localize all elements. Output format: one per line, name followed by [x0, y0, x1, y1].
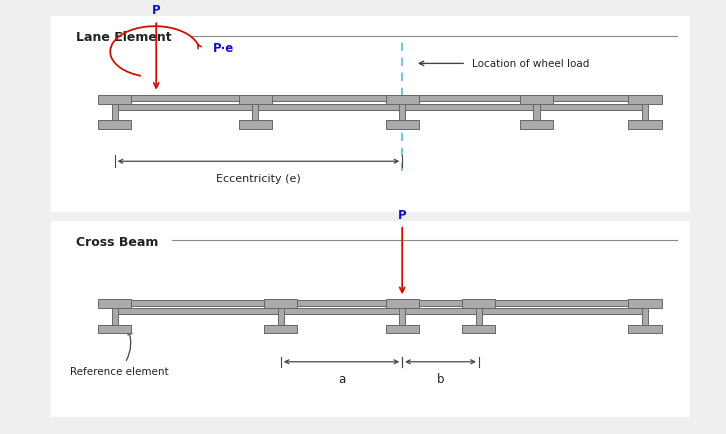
Bar: [386, 299, 419, 308]
Text: Cross Beam: Cross Beam: [76, 235, 159, 248]
Bar: [386, 95, 419, 104]
Bar: [386, 121, 419, 130]
FancyBboxPatch shape: [44, 219, 696, 418]
Bar: [629, 299, 661, 308]
Bar: [277, 308, 284, 325]
Text: P: P: [398, 208, 407, 221]
Bar: [462, 325, 495, 334]
Bar: [462, 299, 495, 308]
Text: Location of wheel load: Location of wheel load: [473, 59, 590, 69]
Bar: [533, 104, 539, 121]
Bar: [642, 104, 648, 121]
Bar: [115, 309, 645, 315]
Bar: [112, 308, 118, 325]
Bar: [98, 325, 131, 334]
Text: P: P: [152, 4, 160, 17]
Bar: [629, 95, 661, 104]
Text: Eccentricity (e): Eccentricity (e): [216, 174, 301, 184]
Bar: [629, 121, 661, 130]
Text: b: b: [437, 372, 444, 385]
Bar: [386, 325, 419, 334]
Bar: [252, 104, 258, 121]
Bar: [239, 121, 272, 130]
Bar: [520, 95, 553, 104]
Text: P·e: P·e: [213, 42, 234, 55]
Text: a: a: [338, 372, 345, 385]
Bar: [399, 104, 405, 121]
Bar: [264, 325, 298, 334]
Bar: [399, 308, 405, 325]
Bar: [115, 96, 645, 102]
Bar: [98, 299, 131, 308]
Bar: [264, 299, 298, 308]
Bar: [115, 300, 645, 306]
Bar: [98, 95, 131, 104]
Bar: [476, 308, 482, 325]
Bar: [642, 308, 648, 325]
Bar: [520, 121, 553, 130]
Bar: [112, 104, 118, 121]
FancyBboxPatch shape: [44, 16, 696, 215]
Bar: [629, 325, 661, 334]
Text: Reference element: Reference element: [70, 331, 168, 376]
Bar: [239, 95, 272, 104]
Bar: [98, 121, 131, 130]
Bar: [115, 105, 645, 111]
Text: Lane Element: Lane Element: [76, 31, 172, 44]
